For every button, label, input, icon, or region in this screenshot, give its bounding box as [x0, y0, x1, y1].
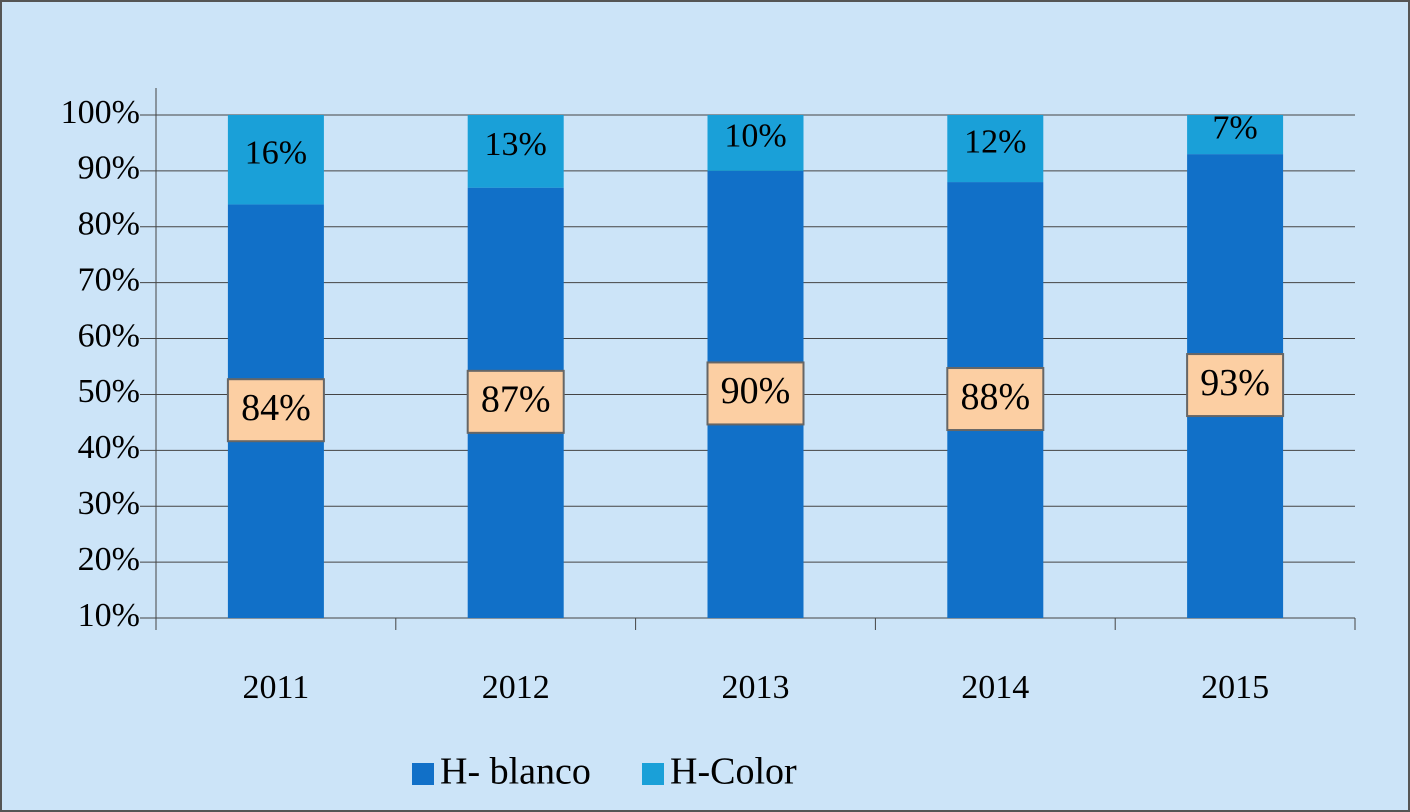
x-tick-label: 2011: [243, 669, 310, 706]
bar-segment: [1187, 115, 1284, 155]
bar-segment: [467, 115, 564, 188]
legend-swatch: [642, 763, 664, 785]
y-tick-label: 70%: [78, 261, 140, 298]
y-tick-label: 90%: [78, 150, 140, 187]
y-tick-label: 30%: [78, 485, 140, 522]
x-tick-label: 2013: [722, 669, 790, 706]
data-label-box: [226, 378, 325, 443]
legend-swatch: [412, 763, 434, 785]
y-tick-label: 40%: [78, 429, 140, 466]
bar-segment: [227, 115, 324, 205]
data-label-box: [466, 369, 565, 434]
legend-label: H- blanco: [440, 751, 591, 793]
y-tick-label: 60%: [78, 317, 140, 354]
data-label: 84%: [241, 387, 311, 429]
data-label: 10%: [724, 118, 786, 155]
y-tick-label: 20%: [78, 541, 140, 578]
y-tick-label: 50%: [78, 373, 140, 410]
y-tick-label: 100%: [61, 94, 140, 131]
bar-segment: [707, 115, 804, 171]
data-label: 7%: [1212, 109, 1257, 146]
data-label: 12%: [964, 123, 1026, 160]
x-tick-label: 2015: [1201, 669, 1269, 706]
data-label-box: [946, 367, 1045, 432]
y-tick-label: 10%: [78, 597, 140, 634]
data-label: 90%: [721, 370, 791, 412]
x-tick-label: 2012: [482, 669, 550, 706]
data-label-box: [1186, 353, 1285, 418]
x-tick-label: 2014: [961, 669, 1029, 706]
data-label: 88%: [960, 376, 1030, 418]
y-tick-label: 80%: [78, 206, 140, 243]
legend-label: H-Color: [670, 751, 797, 793]
bar-segment: [947, 115, 1044, 183]
data-label: 87%: [481, 379, 551, 421]
data-label-box: [706, 361, 805, 426]
data-label: 13%: [485, 126, 547, 163]
data-label: 16%: [245, 135, 307, 172]
data-label: 93%: [1200, 362, 1270, 404]
